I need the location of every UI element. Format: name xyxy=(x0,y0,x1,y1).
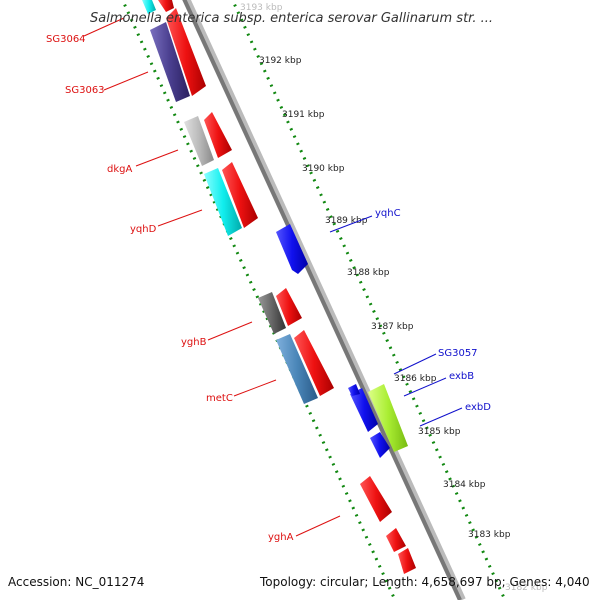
sg3057-leader xyxy=(393,353,437,375)
inner-tick-track xyxy=(120,0,397,600)
dkga-leader xyxy=(135,149,179,167)
gene-label-yqhd[interactable]: yqhD xyxy=(130,224,157,235)
gene-ygha-red-arrow[interactable] xyxy=(360,476,392,522)
gene-label-dkga[interactable]: dkgA xyxy=(107,164,132,175)
gene-exbb-arrow[interactable] xyxy=(350,388,378,432)
tick-label-3192: 3192 kbp xyxy=(259,56,302,66)
gene-dkga-red-arrow[interactable] xyxy=(204,112,232,158)
gene-metc-arrow[interactable] xyxy=(276,334,318,404)
gene-label-sg3063[interactable]: SG3063 xyxy=(65,85,105,96)
tick-label-3183: 3183 kbp xyxy=(468,530,511,540)
gene-yqhd-red-arrow[interactable] xyxy=(222,162,258,228)
gene-label-yghb[interactable]: yghB xyxy=(181,337,207,348)
gene-yghb-red-arrow[interactable] xyxy=(276,288,302,326)
gene-features xyxy=(142,0,416,574)
gene-exbd-arrow[interactable] xyxy=(370,432,390,458)
gene-sg3064-red-arrow[interactable] xyxy=(158,0,174,12)
gene-label-yqhc[interactable]: yqhC xyxy=(375,208,401,219)
gene-yghb-arrow[interactable] xyxy=(258,292,286,334)
gene-sg3057-arrow[interactable] xyxy=(368,384,408,452)
gene-yqhc-arrow[interactable] xyxy=(276,224,308,274)
gene-dkga-arrow[interactable] xyxy=(184,116,214,166)
tick-label-3188: 3188 kbp xyxy=(347,268,390,278)
genome-backbone xyxy=(182,0,462,600)
ygha-leader xyxy=(295,515,341,537)
accession-text: Accession: NC_011274 xyxy=(8,575,144,589)
tick-label-3182: 3182 kbp xyxy=(505,583,548,593)
tick-label-3191: 3191 kbp xyxy=(282,110,325,120)
gene-label-sg3064[interactable]: SG3064 xyxy=(46,34,86,45)
gene-label-exbd[interactable]: exbD xyxy=(465,402,491,413)
sg3064-leader xyxy=(83,17,125,37)
gene-ygha-red-arrow-3[interactable] xyxy=(398,548,416,574)
gene-label-metc[interactable]: metC xyxy=(206,393,233,404)
tick-label-3193: 3193 kbp xyxy=(240,3,283,13)
tick-label-3187: 3187 kbp xyxy=(371,322,414,332)
yghb-leader xyxy=(207,321,253,341)
tick-label-3186: 3186 kbp xyxy=(394,374,437,384)
gene-ygha-red-arrow-2[interactable] xyxy=(386,528,406,552)
gene-sg3063-arrow[interactable] xyxy=(150,22,190,102)
organism-title: Salmonella enterica subsp. enterica sero… xyxy=(90,11,493,26)
gene-yqhd-arrow[interactable] xyxy=(204,168,242,236)
metc-leader xyxy=(233,379,277,397)
gene-label-sg3057[interactable]: SG3057 xyxy=(438,348,478,359)
gene-exbb-head[interactable] xyxy=(348,384,360,396)
gene-features-forward xyxy=(276,224,408,458)
topology-text: Topology: circular; Length: 4,658,697 bp… xyxy=(259,575,590,589)
tick-label-3190: 3190 kbp xyxy=(302,164,345,174)
tick-label-3184: 3184 kbp xyxy=(443,480,486,490)
tick-label-3189: 3189 kbp xyxy=(325,216,368,226)
gene-sg3063-red-arrow[interactable] xyxy=(166,8,206,96)
exbb-leader xyxy=(403,377,447,397)
yqhd-leader xyxy=(157,209,203,227)
sg3063-leader xyxy=(103,71,149,91)
gene-label-exbb[interactable]: exbB xyxy=(449,371,474,382)
tick-label-3185: 3185 kbp xyxy=(418,427,461,437)
gene-metc-red-arrow[interactable] xyxy=(294,330,334,396)
yqhc-leader xyxy=(329,215,373,233)
exbd-leader xyxy=(419,407,463,427)
gene-label-ygha[interactable]: yghA xyxy=(268,532,294,543)
gene-sg3064-arrow[interactable] xyxy=(142,0,156,14)
